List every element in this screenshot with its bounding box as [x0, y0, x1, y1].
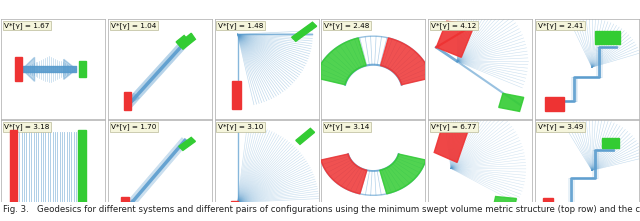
- Bar: [78, 130, 86, 211]
- Text: Fig. 3.   Geodesics for different systems and different pairs of configurations : Fig. 3. Geodesics for different systems …: [3, 205, 640, 214]
- Bar: [232, 81, 241, 109]
- Polygon shape: [499, 93, 524, 111]
- Text: V*[γ] = 2.41: V*[γ] = 2.41: [538, 22, 583, 29]
- Text: V*[γ] = 1.04: V*[γ] = 1.04: [111, 22, 156, 29]
- Text: V*[γ] = 1.67: V*[γ] = 1.67: [4, 22, 50, 29]
- Polygon shape: [296, 128, 314, 144]
- Polygon shape: [321, 154, 367, 194]
- Polygon shape: [595, 31, 620, 44]
- Bar: [602, 138, 619, 148]
- Bar: [122, 196, 129, 215]
- Bar: [176, 36, 189, 47]
- Text: V*[γ] = 3.10: V*[γ] = 3.10: [218, 123, 263, 130]
- Polygon shape: [381, 38, 432, 85]
- Polygon shape: [380, 154, 426, 194]
- Text: V*[γ] = 4.12: V*[γ] = 4.12: [431, 22, 476, 29]
- Text: V*[γ] = 3.49: V*[γ] = 3.49: [538, 123, 583, 130]
- Text: V*[γ] = 2.48: V*[γ] = 2.48: [324, 22, 370, 29]
- Polygon shape: [64, 59, 76, 79]
- Bar: [231, 200, 237, 213]
- Bar: [543, 198, 554, 213]
- Text: V*[γ] = 3.18: V*[γ] = 3.18: [4, 123, 50, 130]
- Text: V*[γ] = 1.48: V*[γ] = 1.48: [218, 22, 263, 29]
- Bar: [79, 61, 86, 77]
- Text: V*[γ] = 6.77: V*[γ] = 6.77: [431, 123, 476, 130]
- Polygon shape: [493, 196, 516, 213]
- Bar: [124, 92, 131, 110]
- Polygon shape: [434, 125, 467, 162]
- Polygon shape: [315, 38, 366, 85]
- Polygon shape: [545, 97, 564, 111]
- Polygon shape: [436, 21, 475, 57]
- Bar: [10, 130, 17, 211]
- Bar: [15, 57, 22, 81]
- Text: V*[γ] = 3.14: V*[γ] = 3.14: [324, 123, 370, 130]
- Text: V*[γ] = 1.70: V*[γ] = 1.70: [111, 123, 156, 130]
- Polygon shape: [179, 137, 195, 151]
- Polygon shape: [292, 22, 317, 41]
- Polygon shape: [22, 57, 35, 81]
- Polygon shape: [179, 33, 195, 49]
